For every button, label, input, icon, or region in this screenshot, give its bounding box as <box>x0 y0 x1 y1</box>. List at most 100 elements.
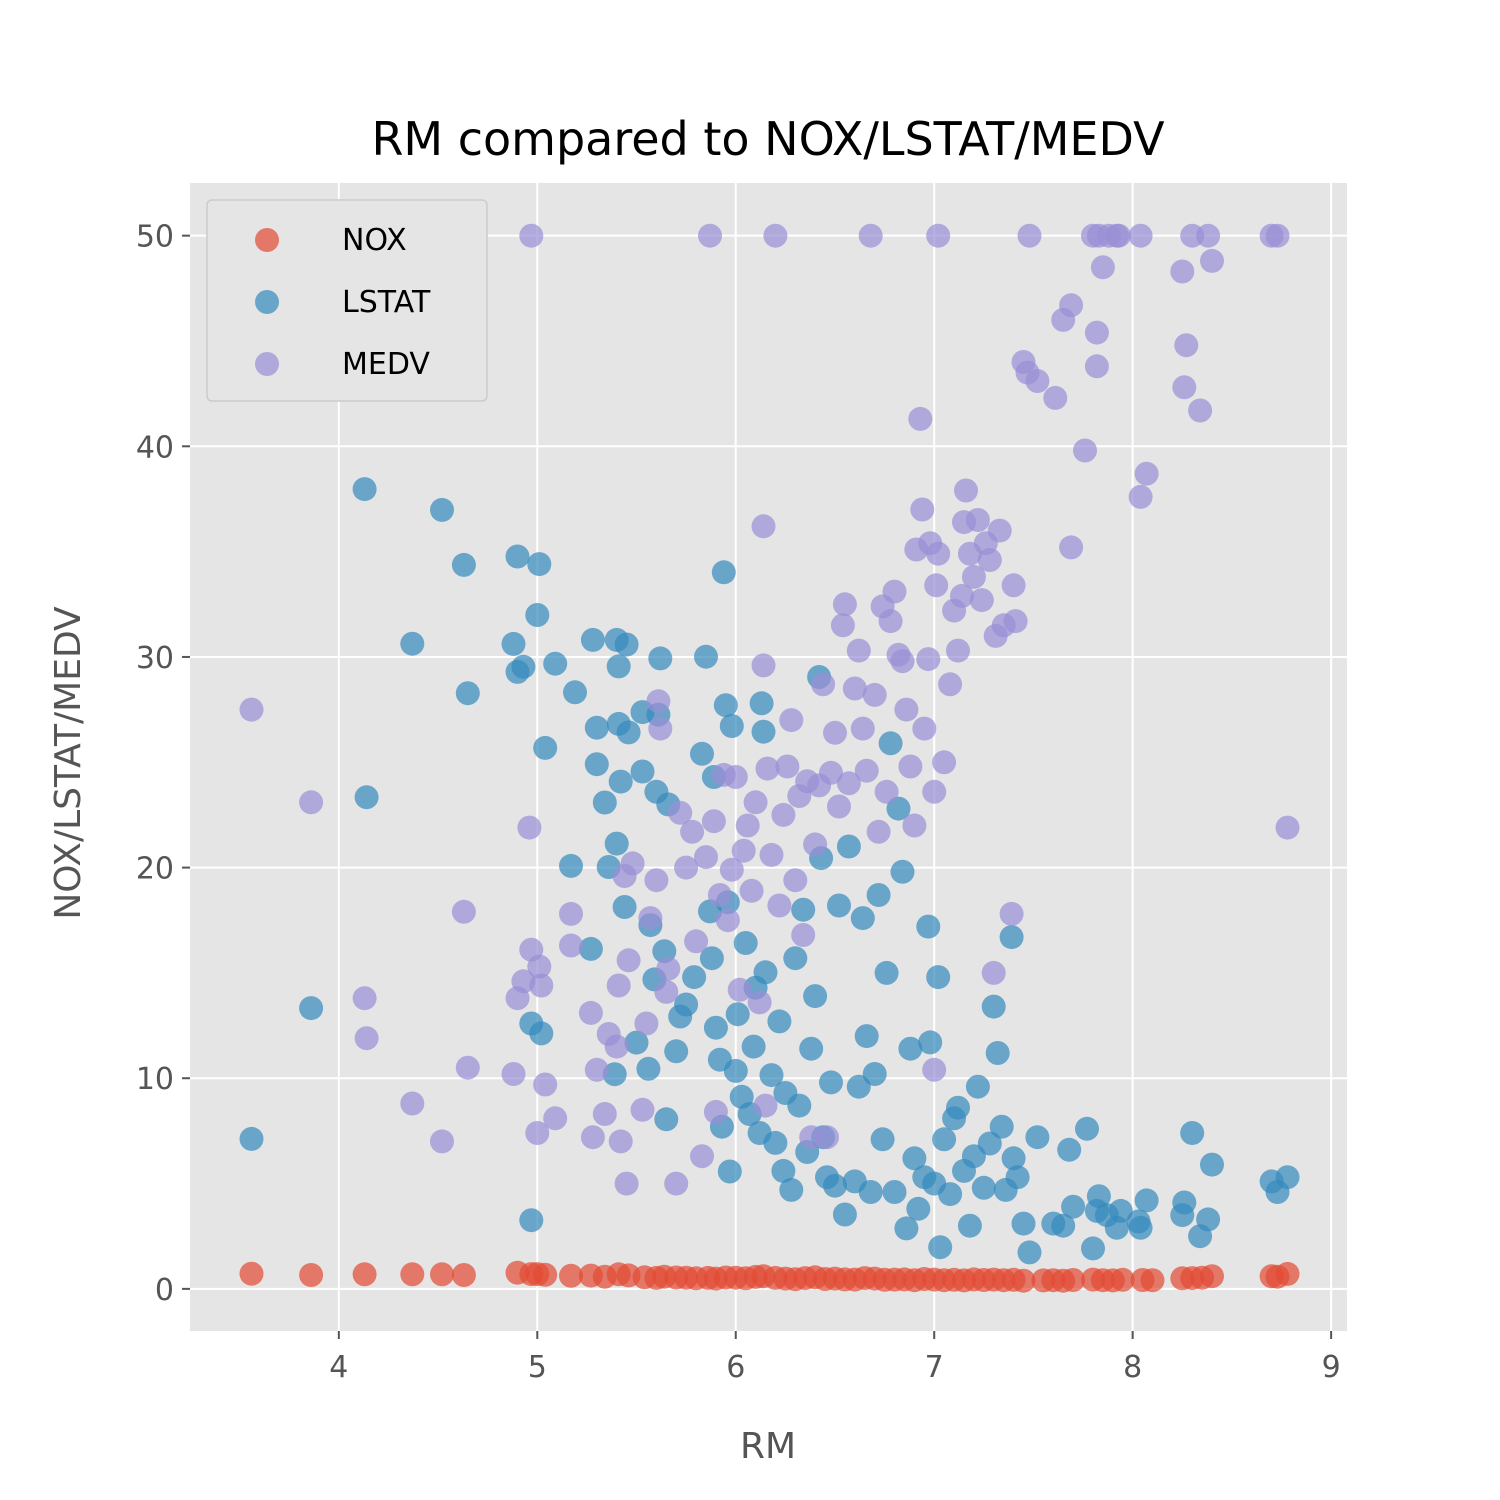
medv-point <box>747 990 772 1015</box>
medv-point <box>862 682 887 707</box>
lstat-point <box>874 960 899 985</box>
medv-point <box>803 832 828 857</box>
nox-point <box>559 1263 583 1288</box>
medv-point <box>783 868 808 893</box>
lstat-point <box>985 1041 1010 1065</box>
medv-point <box>894 697 919 722</box>
lstat-point <box>719 714 744 738</box>
medv-point <box>1059 293 1084 318</box>
nox-point <box>1140 1268 1165 1293</box>
lstat-point <box>999 925 1024 950</box>
medv-point <box>527 954 552 979</box>
nox-point <box>1061 1268 1086 1292</box>
lstat-point <box>965 1074 990 1099</box>
medv-point <box>922 779 947 804</box>
medv-point <box>1196 223 1221 248</box>
lstat-point <box>1011 1211 1036 1236</box>
lstat-point <box>850 906 875 931</box>
medv-point <box>592 1102 617 1126</box>
x-tick-label: 9 <box>1322 1350 1341 1385</box>
nox-point <box>533 1262 558 1287</box>
medv-point <box>1188 398 1213 423</box>
lstat-point <box>763 1130 788 1155</box>
medv-point <box>910 497 935 522</box>
legend-item-lstat: LSTAT <box>255 285 431 320</box>
medv-point <box>1174 333 1199 358</box>
nox-point <box>352 1262 377 1287</box>
x-tick-label: 6 <box>726 1350 745 1385</box>
medv-point <box>743 790 768 815</box>
lstat-point <box>819 1070 843 1095</box>
medv-point <box>811 672 836 697</box>
medv-point <box>751 514 776 539</box>
lstat-point <box>694 644 718 669</box>
lstat-point <box>926 965 951 990</box>
medv-point <box>352 986 377 1011</box>
lstat-point <box>733 931 758 955</box>
medv-point <box>559 901 583 926</box>
lstat-point <box>1061 1194 1086 1219</box>
lstat-point <box>1180 1121 1205 1145</box>
y-tick-label: 50 <box>136 220 174 255</box>
medv-point <box>767 893 792 918</box>
legend-box <box>206 199 488 402</box>
medv-point <box>836 771 861 796</box>
medv-point <box>656 956 681 981</box>
medv-point <box>999 901 1024 926</box>
lstat-point <box>894 1216 919 1241</box>
medv-point <box>775 754 800 779</box>
legend-marker-nox <box>255 228 279 252</box>
lstat-point <box>783 946 808 971</box>
medv-point <box>969 588 994 613</box>
medv-point <box>529 973 554 998</box>
medv-point <box>654 979 679 1004</box>
lstat-point <box>989 1114 1014 1139</box>
lstat-point <box>711 560 736 585</box>
x-axis-label: RM <box>740 1426 796 1467</box>
lstat-point <box>946 1095 970 1120</box>
nox-point <box>299 1263 324 1287</box>
medv-point <box>1017 223 1042 248</box>
lstat-point <box>753 960 778 985</box>
lstat-point <box>1075 1116 1099 1141</box>
lstat-point <box>690 741 714 766</box>
lstat-point <box>614 632 639 657</box>
y-tick-label: 40 <box>136 430 174 465</box>
medv-point <box>830 613 855 638</box>
lstat-point <box>501 631 526 656</box>
lstat-point <box>239 1126 264 1151</box>
lstat-point <box>1025 1125 1050 1150</box>
y-tick-label: 10 <box>136 1062 174 1097</box>
medv-point <box>961 564 986 589</box>
medv-point <box>977 548 1002 572</box>
medv-point <box>1128 223 1153 248</box>
medv-point <box>1084 354 1109 379</box>
lstat-point <box>882 1180 907 1204</box>
lstat-point <box>759 1063 784 1088</box>
medv-point <box>965 508 990 532</box>
medv-point <box>559 933 583 958</box>
lstat-point <box>918 1030 943 1055</box>
lstat-point <box>624 1030 649 1055</box>
lstat-point <box>584 715 609 740</box>
medv-point <box>634 1011 659 1036</box>
medv-point <box>926 541 951 566</box>
lstat-point <box>862 1062 887 1086</box>
medv-point <box>517 815 542 840</box>
medv-point <box>932 750 957 775</box>
series-layer <box>239 223 1300 1293</box>
medv-point <box>620 851 645 876</box>
medv-point <box>922 1057 947 1082</box>
medv-point <box>1043 385 1068 410</box>
lstat-point <box>1005 1165 1030 1190</box>
lstat-point <box>703 1015 728 1040</box>
medv-point <box>694 845 718 870</box>
medv-point <box>890 649 915 674</box>
lstat-point <box>898 1036 923 1061</box>
medv-point <box>908 406 933 431</box>
x-tick-label: 5 <box>528 1350 547 1385</box>
medv-point <box>543 1106 568 1131</box>
medv-point <box>680 819 705 844</box>
lstat-point <box>713 693 738 718</box>
lstat-point <box>938 1182 963 1207</box>
